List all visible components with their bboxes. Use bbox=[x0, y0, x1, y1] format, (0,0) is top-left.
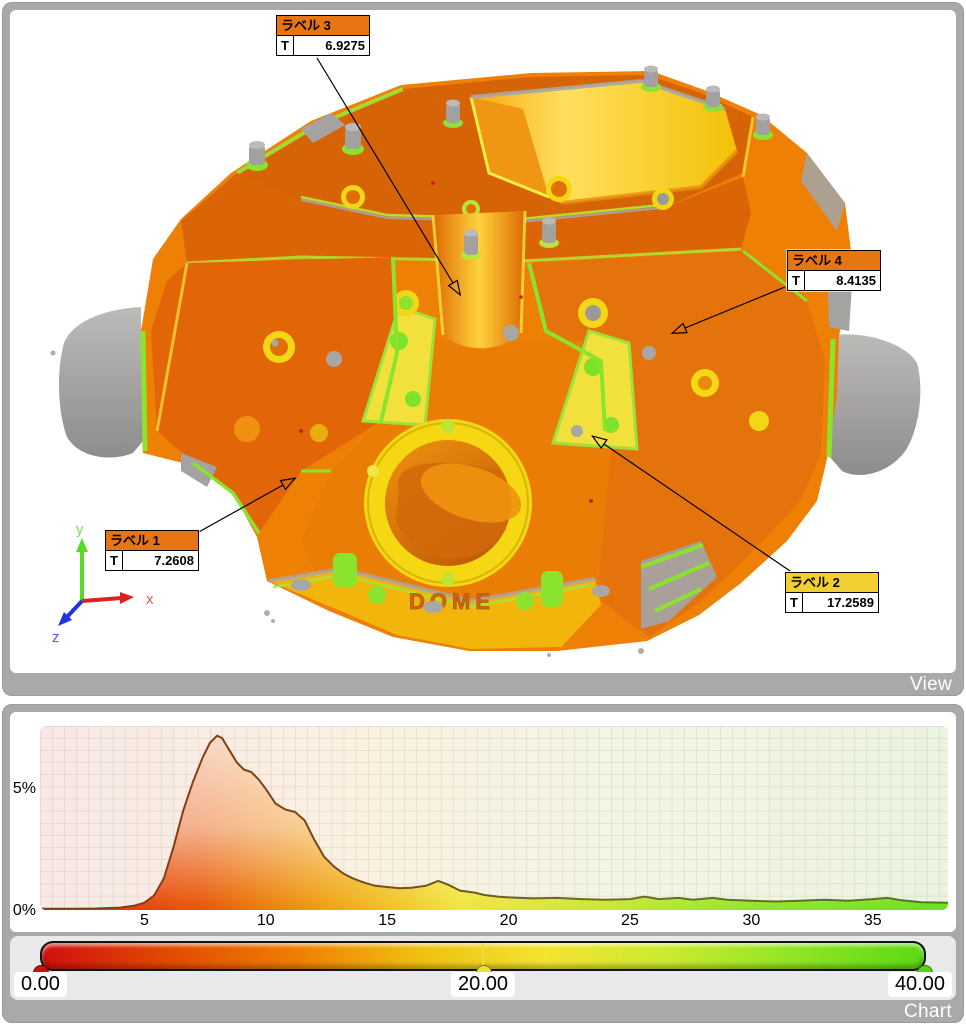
annotation-label-2-field: T bbox=[786, 593, 803, 612]
y-axis-tick-5pct: 5% bbox=[12, 780, 36, 797]
view-panel-title: View bbox=[909, 673, 952, 695]
annotation-leader-lines bbox=[196, 57, 791, 572]
colorbar-panel: 0.00 20.00 40.00 bbox=[10, 936, 956, 1000]
annotation-label-2[interactable]: ラベル 2 T 17.2589 bbox=[785, 572, 879, 613]
engine-bottom-studs bbox=[291, 553, 610, 613]
engine-wing-left bbox=[58, 307, 143, 458]
annotation-label-1-value: 7.2608 bbox=[154, 553, 194, 568]
x-axis-tick-5: 5 bbox=[139, 912, 149, 929]
engine-main-bore bbox=[364, 419, 532, 587]
view-panel-titlebar: View bbox=[2, 673, 964, 696]
annotation-label-3-value: 6.9275 bbox=[325, 38, 365, 53]
chart-panel-title: Chart bbox=[904, 1000, 952, 1022]
annotation-label-3-title: ラベル 3 bbox=[277, 16, 369, 36]
annotation-label-3-field: T bbox=[277, 36, 294, 55]
engine-logo-text: DOME bbox=[409, 589, 495, 614]
engine-wing-right bbox=[828, 334, 921, 475]
engine-center-channel bbox=[433, 211, 525, 349]
histogram-plot[interactable] bbox=[40, 726, 948, 910]
axis-x-label: x bbox=[146, 591, 154, 608]
colorbar-mid-value[interactable]: 20.00 bbox=[450, 972, 516, 997]
annotation-label-2-value: 17.2589 bbox=[827, 595, 874, 610]
viewport-3d[interactable]: DOME bbox=[10, 10, 956, 673]
engine-specks bbox=[50, 181, 644, 657]
annotation-label-1-field: T bbox=[106, 551, 123, 570]
histogram-container: 5% 0% bbox=[10, 712, 956, 932]
engine-gussets bbox=[360, 305, 639, 451]
engine-block-model[interactable]: DOME bbox=[10, 10, 956, 673]
x-axis-tick-20: 20 bbox=[499, 912, 518, 929]
annotation-label-1-title: ラベル 1 bbox=[106, 531, 198, 551]
annotation-label-1[interactable]: ラベル 1 T 7.2608 bbox=[105, 530, 199, 571]
annotation-label-4-field: T bbox=[788, 271, 805, 290]
engine-bolt-bosses bbox=[234, 290, 769, 442]
engine-green-seams bbox=[140, 249, 836, 534]
annotation-label-4[interactable]: ラベル 4 T 8.4135 bbox=[787, 250, 881, 291]
annotation-label-4-value: 8.4135 bbox=[836, 273, 876, 288]
axis-z-label: z bbox=[52, 629, 60, 646]
x-axis-tick-30: 30 bbox=[742, 912, 761, 929]
view-panel: DOME bbox=[2, 2, 964, 696]
axis-y-label: y bbox=[76, 521, 84, 538]
chart-panel: 5% 0% bbox=[2, 704, 964, 1023]
axis-triad: y x z bbox=[52, 521, 154, 646]
annotation-label-3[interactable]: ラベル 3 T 6.9275 bbox=[276, 15, 370, 56]
x-axis-tick-35: 35 bbox=[863, 912, 882, 929]
colorbar-min-value[interactable]: 0.00 bbox=[14, 972, 67, 997]
chart-panel-titlebar: Chart bbox=[2, 1000, 964, 1023]
x-axis-tick-10: 10 bbox=[256, 912, 275, 929]
annotation-label-2-title: ラベル 2 bbox=[786, 573, 878, 593]
annotation-label-4-title: ラベル 4 bbox=[788, 251, 880, 271]
y-axis-tick-0pct: 0% bbox=[12, 902, 36, 919]
colorbar-max-value[interactable]: 40.00 bbox=[887, 972, 952, 997]
x-axis-tick-25: 25 bbox=[621, 912, 639, 929]
x-axis-tick-15: 15 bbox=[378, 912, 397, 929]
colorbar-mid-stem bbox=[482, 943, 484, 967]
histogram-curve bbox=[40, 734, 948, 910]
